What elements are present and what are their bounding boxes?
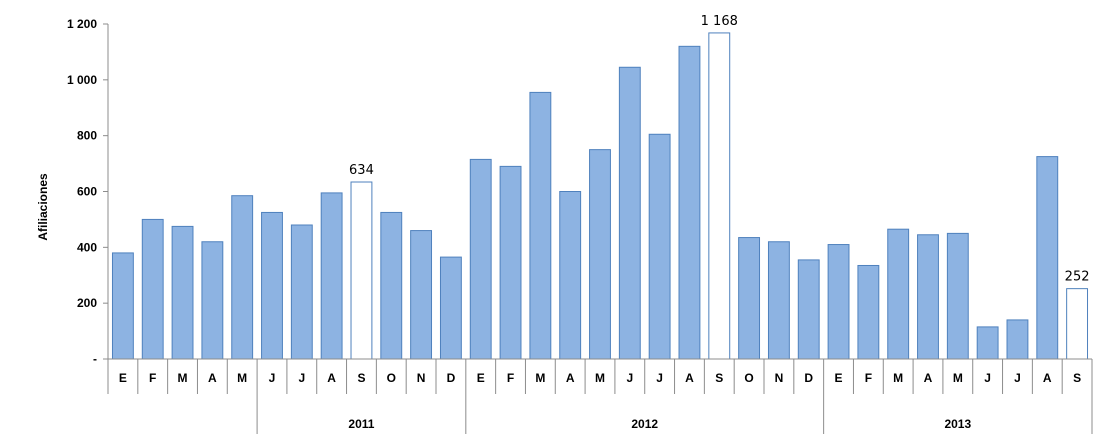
category-label: M	[953, 371, 963, 385]
bar	[767, 241, 790, 360]
y-tick-label: 400	[77, 240, 97, 254]
category-label: N	[417, 371, 426, 385]
category-label: M	[893, 371, 903, 385]
category-label: J	[984, 371, 991, 385]
y-tick-label: 800	[77, 129, 97, 143]
bar	[976, 326, 999, 360]
category-label: F	[865, 371, 872, 385]
category-label: J	[269, 371, 276, 385]
bar	[917, 234, 939, 360]
category-label: A	[685, 371, 694, 385]
bar	[827, 244, 850, 360]
bar	[857, 264, 880, 360]
bar	[350, 181, 373, 360]
bar	[499, 165, 522, 360]
bars	[111, 32, 1089, 360]
data-labels: 634 1 168 252	[349, 14, 1089, 285]
bar	[648, 133, 671, 360]
category-label: A	[1043, 371, 1052, 385]
bar	[380, 211, 403, 360]
category-label: N	[775, 371, 784, 385]
year-label: 2013	[944, 417, 971, 431]
bar	[171, 225, 194, 360]
bar	[618, 66, 641, 360]
category-label: O	[744, 371, 753, 385]
year-label: 2011	[348, 417, 374, 431]
category-label: J	[1014, 371, 1021, 385]
category-label: M	[595, 371, 605, 385]
category-label: D	[447, 371, 456, 385]
bar	[261, 211, 283, 360]
bar	[469, 158, 492, 360]
y-tick-label: 200	[77, 296, 97, 310]
bar	[1006, 319, 1029, 360]
category-label: J	[626, 371, 633, 385]
bar	[111, 252, 134, 360]
bar	[320, 192, 343, 360]
bar	[589, 149, 611, 360]
y-tick-label: 1 000	[67, 73, 97, 87]
bar	[678, 45, 701, 360]
bar	[708, 32, 731, 360]
category-label: A	[566, 371, 575, 385]
y-tick-label: 1 200	[67, 17, 97, 31]
bar	[946, 232, 969, 360]
category-label: S	[715, 371, 723, 385]
category-label: D	[804, 371, 813, 385]
category-label: F	[149, 371, 156, 385]
bar	[1066, 288, 1089, 360]
bar	[738, 237, 761, 360]
bar	[887, 228, 910, 360]
category-label: S	[1073, 371, 1081, 385]
category-label: A	[208, 371, 217, 385]
data-label: 252	[1065, 270, 1090, 285]
bar	[201, 241, 224, 360]
y-tick-label: -	[93, 352, 97, 366]
bar	[141, 218, 164, 360]
bar	[439, 256, 462, 360]
bar	[290, 224, 313, 360]
bar	[529, 91, 552, 360]
category-label: A	[924, 371, 933, 385]
category-label: O	[387, 371, 396, 385]
category-label: A	[327, 371, 336, 385]
category-label: M	[178, 371, 188, 385]
category-label: E	[119, 371, 127, 385]
y-tick-label: 600	[77, 185, 97, 199]
bar	[1036, 156, 1059, 360]
bar	[231, 195, 254, 360]
data-label: 634	[349, 163, 374, 178]
category-label: F	[507, 371, 514, 385]
year-label: 2012	[631, 417, 658, 431]
category-label: E	[835, 371, 843, 385]
category-label: S	[357, 371, 365, 385]
category-axis: E F M A M J J A S O N D E F M A M J J A S O N D E F M A M J J A S 2011 201…	[107, 358, 1093, 434]
category-label: J	[656, 371, 663, 385]
category-label: M	[237, 371, 247, 385]
bar	[410, 230, 433, 360]
category-label: J	[298, 371, 305, 385]
axes: - 200 400 600 800 1 000 1 200	[67, 17, 109, 366]
bar	[559, 191, 582, 360]
category-label: E	[477, 371, 485, 385]
category-label: M	[535, 371, 545, 385]
y-axis-label: Afiliaciones	[36, 173, 50, 241]
bar	[797, 259, 820, 360]
data-label: 1 168	[701, 14, 738, 29]
